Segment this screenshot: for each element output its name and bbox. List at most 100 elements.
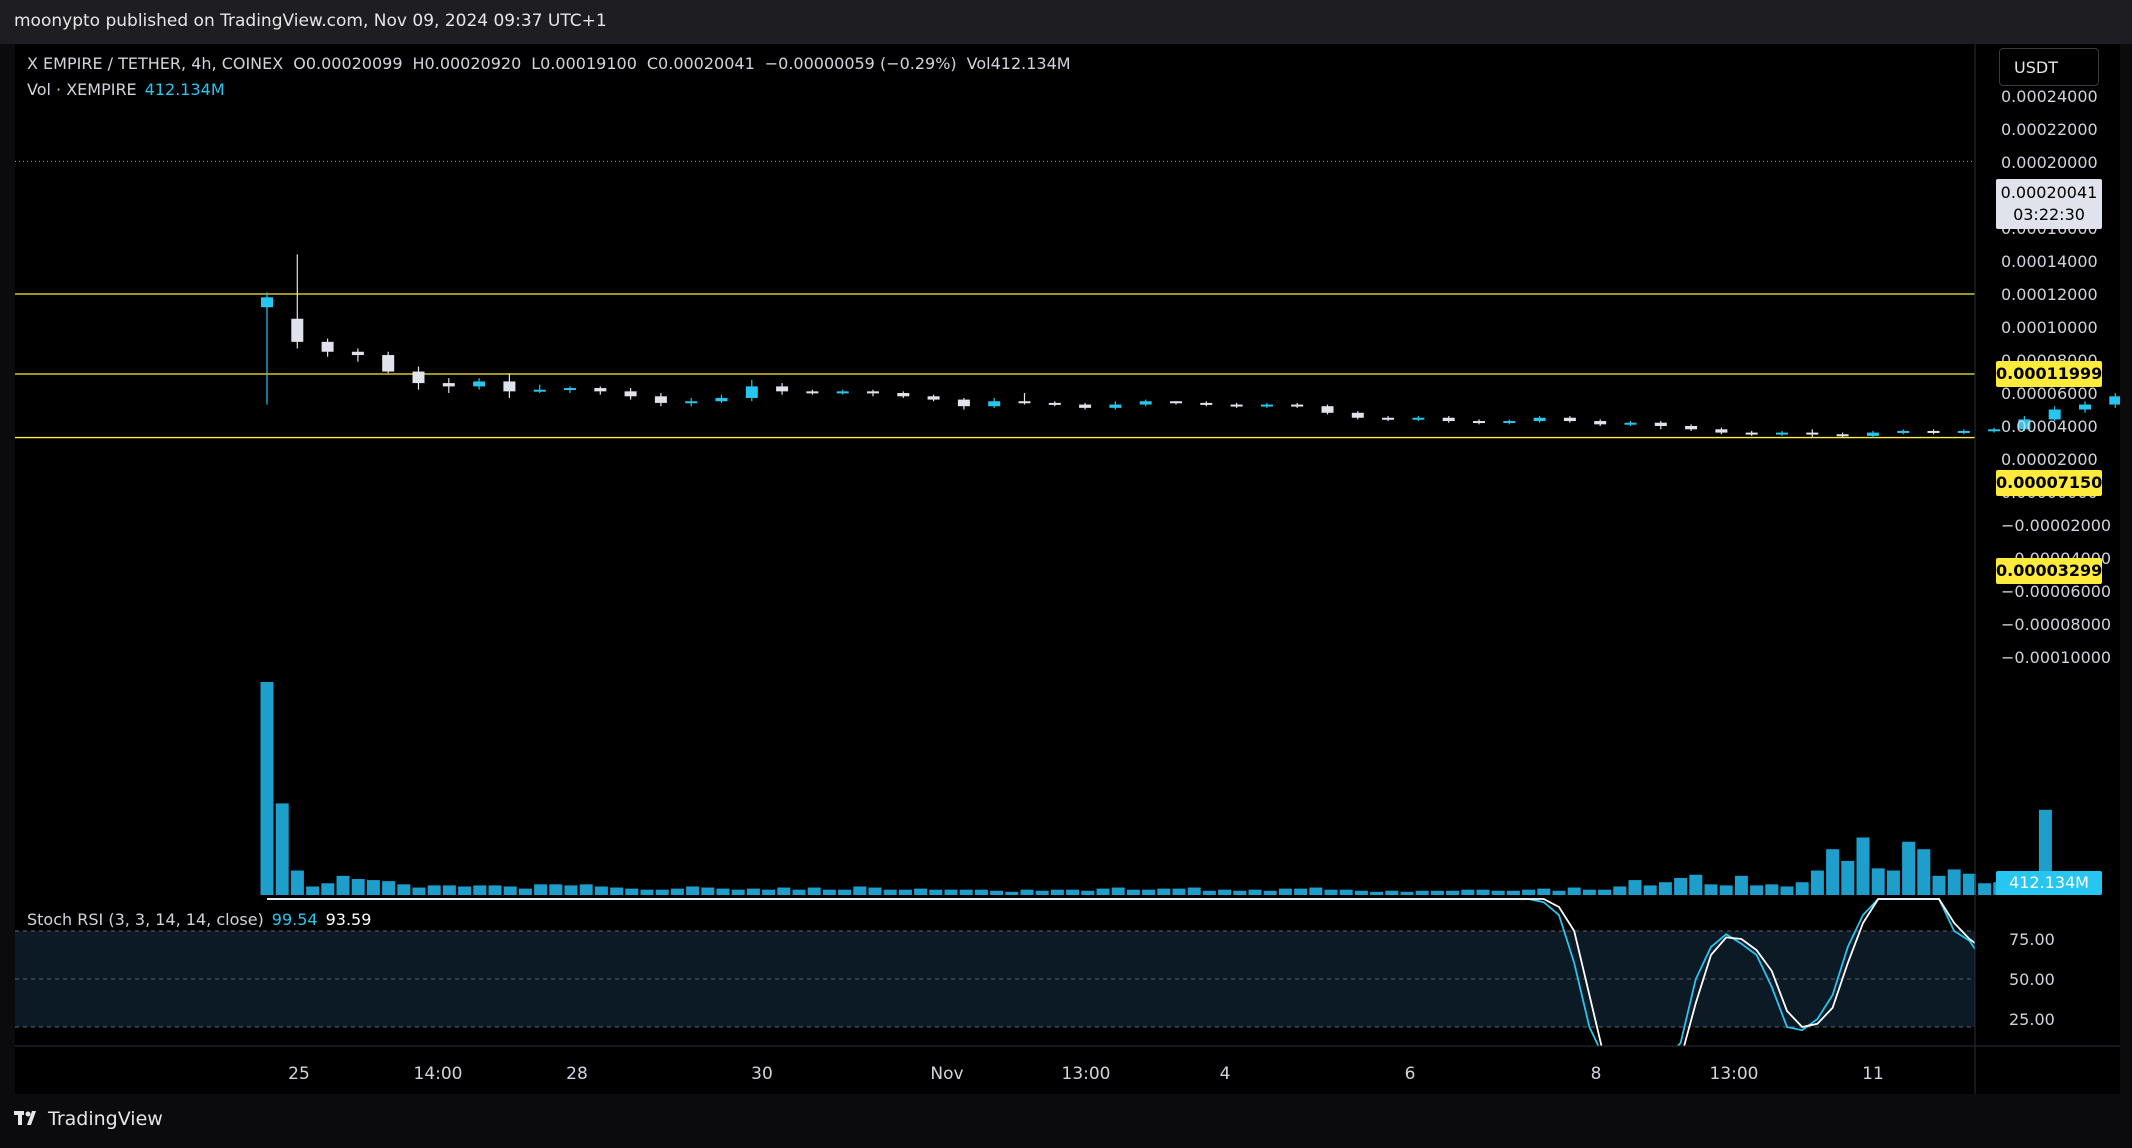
candle (957, 397, 970, 410)
volume-bar (1187, 887, 1201, 895)
volume-bar (1689, 874, 1703, 895)
candle (1139, 399, 1152, 407)
volume-bar (1005, 891, 1019, 895)
candle-body (1351, 412, 1364, 418)
volume-bar (822, 889, 836, 895)
volume-bar (670, 888, 684, 895)
tradingview-logo[interactable]: TradingView (14, 1108, 163, 1130)
volume-bar (564, 885, 578, 895)
symbol-name: X EMPIRE / TETHER, 4h, COINEX (27, 54, 284, 73)
candle-body (1170, 401, 1182, 404)
candle (776, 383, 789, 395)
volume-bar (610, 887, 624, 895)
price-tick-label: 0.00022000 (2001, 120, 2098, 139)
stoch-tick-label: 75.00 (2009, 930, 2055, 949)
volume-bar (1035, 890, 1049, 895)
volume-bar (1339, 889, 1353, 895)
volume-bar (1674, 877, 1688, 895)
volume-bar (579, 884, 593, 895)
volume-bar (1932, 875, 1946, 895)
volume-bar (1248, 889, 1262, 895)
candle-body (503, 381, 516, 392)
candle (1866, 430, 1879, 438)
time-tick-label: 4 (1220, 1064, 1231, 1084)
candle (1170, 401, 1182, 405)
time-tick-label: 28 (566, 1064, 588, 1084)
candle (1473, 419, 1485, 425)
candle (1988, 427, 2001, 433)
volume-bar (306, 886, 320, 895)
chart-svg[interactable]: 0.000240000.000220000.000200000.00018000… (15, 44, 2120, 1094)
candle (1291, 402, 1304, 408)
candle-body (1563, 417, 1576, 422)
legend-low: L0.00019100 (531, 54, 637, 73)
candle (2048, 406, 2061, 422)
volume-bar (458, 886, 472, 895)
volume-bar (1643, 885, 1657, 895)
candle (927, 394, 940, 402)
candle (2109, 393, 2120, 408)
level-tag-2: 0.00007150 (1996, 470, 2102, 496)
price-tick-label: 0.00010000 (2001, 318, 2098, 337)
candle-body (1927, 430, 1940, 433)
chart-panel[interactable]: 0.000240000.000220000.000200000.00018000… (15, 44, 2120, 1094)
candle (503, 373, 516, 398)
candle-body (1745, 432, 1758, 435)
volume-bar (1886, 870, 1900, 895)
stoch-legend-label: Stoch RSI (3, 3, 14, 14, close) (27, 910, 264, 929)
candle (533, 384, 546, 393)
candle-body (1079, 404, 1092, 408)
candle (1260, 402, 1273, 408)
candle (412, 366, 425, 390)
candle (442, 378, 455, 393)
level-tag-3: 0.00003299 (1996, 558, 2102, 584)
candle (1382, 416, 1395, 422)
volume-bar (1780, 886, 1794, 895)
candle-body (2109, 396, 2120, 405)
volume-bar (1552, 890, 1566, 895)
volume-bar (1734, 875, 1748, 895)
volume-bar (959, 889, 973, 895)
price-tick-label: 0.00012000 (2001, 285, 2098, 304)
volume-bar (290, 870, 304, 895)
volume-bar (1704, 884, 1718, 895)
candle (1776, 430, 1788, 436)
volume-bar (594, 886, 608, 895)
candle-body (1866, 432, 1879, 436)
published-text: moonypto published on TradingView.com, N… (14, 11, 607, 31)
candle-body (624, 391, 637, 397)
volume-bar (898, 889, 912, 895)
time-tick-label: 25 (288, 1064, 310, 1084)
candle-body (1018, 401, 1031, 404)
candle (1685, 424, 1698, 431)
candle-body (1594, 421, 1607, 425)
time-tick-label: 14:00 (414, 1064, 463, 1084)
volume-bar (1658, 882, 1672, 895)
candle (897, 391, 910, 398)
candle-body (321, 341, 334, 352)
candle (1442, 416, 1455, 423)
volume-bar (1947, 869, 1961, 895)
volume-bar (1628, 880, 1642, 895)
legend-change: −0.00000059 (−0.29%) (764, 54, 957, 73)
volume-bar (1324, 889, 1338, 895)
volume-bar (1111, 887, 1125, 895)
candle-body (1685, 426, 1698, 430)
volume-bar (1354, 890, 1368, 895)
volume-tag: 412.134M (1996, 871, 2102, 895)
currency-button[interactable]: USDT (1999, 48, 2099, 86)
candle-body (473, 381, 486, 387)
price-tick-label: 0.00002000 (2001, 450, 2098, 469)
time-tick-label: Nov (930, 1064, 963, 1084)
candle-body (1048, 402, 1061, 405)
volume-bar (974, 889, 988, 895)
volume-legend: Vol · XEMPIRE 412.134M (27, 80, 225, 99)
candle (1836, 432, 1849, 438)
volume-bar (1765, 884, 1779, 895)
price-tick-label: −0.00008000 (2001, 615, 2111, 634)
volume-bar (868, 887, 882, 895)
price-tick-label: −0.00010000 (2001, 648, 2111, 667)
candle-body (1624, 422, 1637, 425)
volume-bar (1902, 841, 1916, 895)
horizontal-levels (15, 160, 1975, 439)
